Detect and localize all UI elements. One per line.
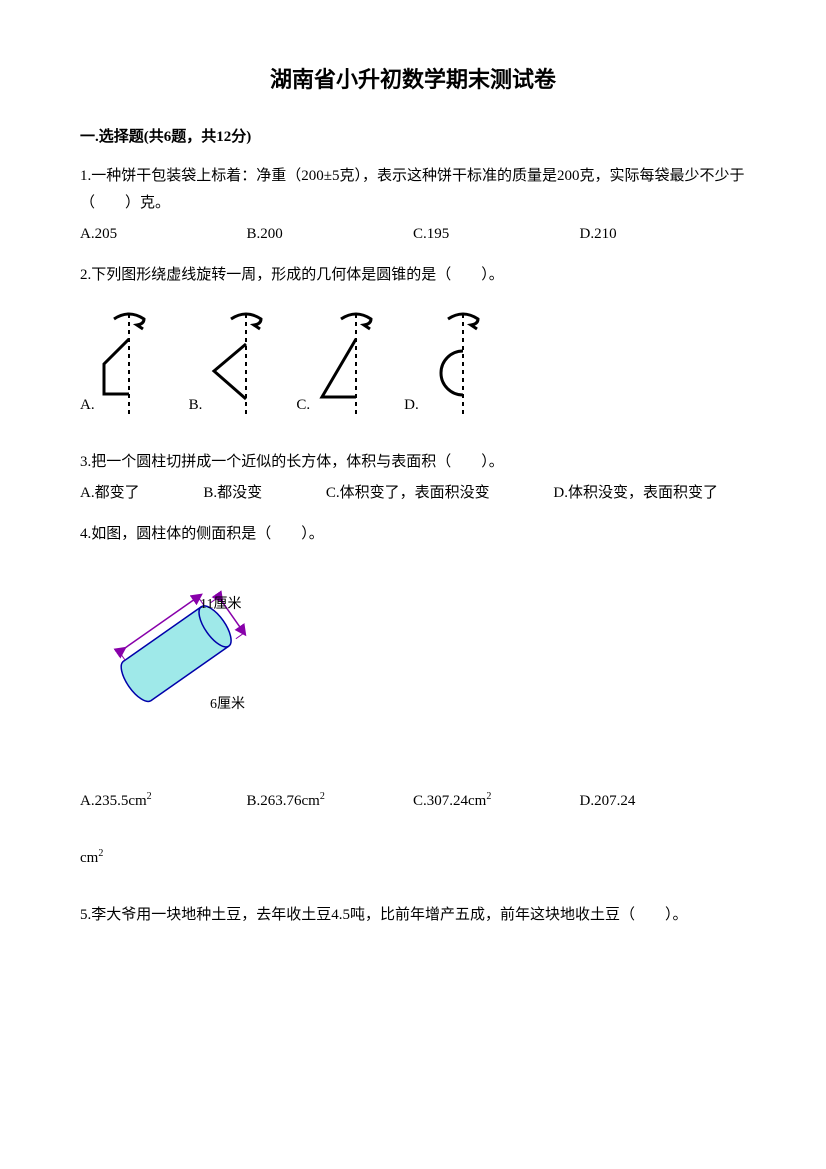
shape-b: B.	[189, 309, 267, 419]
question-2-text: 2.下列图形绕虚线旋转一周，形成的几何体是圆锥的是（ ）。	[80, 262, 746, 289]
shape-b-svg	[206, 309, 266, 419]
question-3: 3.把一个圆柱切拼成一个近似的长方体，体积与表面积（ ）。 A.都变了 B.都没…	[80, 449, 746, 507]
shape-b-label: B.	[189, 392, 203, 419]
question-4: 4.如图，圆柱体的侧面积是（ ）。 11厘米	[80, 521, 746, 872]
question-5: 5.李大爷用一块地种土豆，去年收土豆4.5吨，比前年增产五成，前年这块地收土豆（…	[80, 902, 746, 929]
cylinder-label-11: 11厘米	[200, 596, 241, 612]
shape-c-label: C.	[296, 392, 310, 419]
cylinder-figure: 11厘米 6厘米	[80, 568, 746, 758]
cylinder-svg: 11厘米 6厘米	[80, 568, 300, 748]
shape-a-svg	[99, 309, 159, 419]
q1-option-b: B.200	[247, 221, 414, 248]
q4-option-b: B.263.76cm2	[247, 788, 414, 815]
q3-option-b: B.都没变	[203, 485, 262, 501]
q4-option-c: C.307.24cm2	[413, 788, 580, 815]
shape-d: D.	[404, 309, 483, 419]
q3-option-c: C.体积变了，表面积没变	[326, 485, 490, 501]
shape-d-label: D.	[404, 392, 419, 419]
question-5-text: 5.李大爷用一块地种土豆，去年收土豆4.5吨，比前年增产五成，前年这块地收土豆（…	[80, 902, 746, 929]
q4-option-a: A.235.5cm2	[80, 788, 247, 815]
question-1-options: A.205 B.200 C.195 D.210	[80, 221, 746, 248]
cylinder-label-6: 6厘米	[210, 696, 245, 712]
question-3-text: 3.把一个圆柱切拼成一个近似的长方体，体积与表面积（ ）。	[80, 449, 746, 476]
page-title: 湖南省小升初数学期末测试卷	[80, 60, 746, 100]
q4-unit-line: cm2	[80, 845, 746, 872]
question-4-text: 4.如图，圆柱体的侧面积是（ ）。	[80, 521, 746, 548]
q1-option-d: D.210	[580, 221, 747, 248]
shape-c: C.	[296, 309, 374, 419]
question-2: 2.下列图形绕虚线旋转一周，形成的几何体是圆锥的是（ ）。 A. B. C.	[80, 262, 746, 419]
question-4-options: A.235.5cm2 B.263.76cm2 C.307.24cm2 D.207…	[80, 788, 746, 815]
q4-option-d: D.207.24	[580, 788, 747, 815]
question-2-shapes: A. B. C. D.	[80, 309, 746, 419]
question-3-options: A.都变了 B.都没变 C.体积变了，表面积没变 D.体积没变，表面积变了	[80, 480, 746, 507]
question-1-text: 1.一种饼干包装袋上标着：净重（200±5克），表示这种饼干标准的质量是200克…	[80, 163, 746, 217]
q1-option-a: A.205	[80, 221, 247, 248]
shape-d-svg	[423, 309, 483, 419]
q3-option-d: D.体积没变，表面积变了	[553, 485, 718, 501]
shape-c-svg	[314, 309, 374, 419]
shape-a: A.	[80, 309, 159, 419]
question-1: 1.一种饼干包装袋上标着：净重（200±5克），表示这种饼干标准的质量是200克…	[80, 163, 746, 248]
shape-a-label: A.	[80, 392, 95, 419]
section-header: 一.选择题(共6题，共12分)	[80, 124, 746, 151]
q3-option-a: A.都变了	[80, 485, 140, 501]
q1-option-c: C.195	[413, 221, 580, 248]
